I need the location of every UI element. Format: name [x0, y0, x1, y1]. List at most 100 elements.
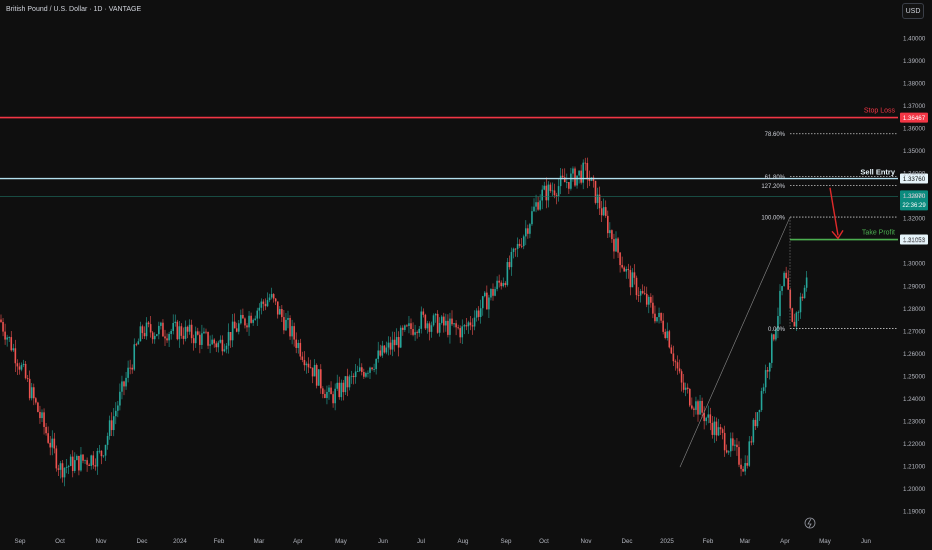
- candle-body: [600, 208, 603, 216]
- candle-body: [756, 412, 759, 427]
- bull-candle: [227, 323, 230, 354]
- bear-candle: [738, 441, 740, 468]
- bull-candle: [84, 459, 86, 464]
- fib-label: 0.00%: [768, 327, 786, 333]
- bull-candle: [467, 320, 470, 334]
- candle-body: [469, 322, 472, 326]
- bull-candle: [30, 383, 33, 401]
- candle-body: [568, 182, 570, 189]
- time-tick-label: Dec: [136, 538, 147, 545]
- bear-candle: [213, 338, 215, 348]
- candle-body: [184, 326, 187, 339]
- bear-candle: [518, 239, 521, 248]
- candle-body: [481, 296, 484, 309]
- time-tick-label: Nov: [95, 538, 107, 545]
- candle-body: [377, 350, 379, 359]
- price-tick-label: 1.30000: [903, 261, 926, 268]
- bear-candle: [262, 299, 265, 311]
- bull-candle: [350, 370, 353, 384]
- bear-candle: [0, 314, 2, 324]
- candle-body: [295, 339, 297, 348]
- candle-body: [805, 277, 808, 288]
- candle-body: [670, 347, 673, 354]
- bear-candle: [617, 237, 619, 258]
- price-tick-label: 1.32000: [903, 216, 926, 223]
- bear-candle: [53, 432, 56, 454]
- bull-candle: [775, 327, 777, 342]
- bear-candle: [221, 335, 224, 356]
- bull-candle: [510, 247, 513, 276]
- price-tick-label: 1.25000: [903, 373, 926, 380]
- candle-body: [426, 323, 429, 329]
- bear-candle: [164, 329, 166, 347]
- candle-body: [410, 323, 412, 330]
- bear-candle: [149, 316, 152, 338]
- candle-body: [153, 335, 156, 340]
- bear-candle: [242, 308, 244, 319]
- bull-candle: [582, 159, 584, 190]
- candle-body: [484, 292, 486, 297]
- candle-body: [162, 322, 164, 337]
- candle-body: [192, 338, 195, 344]
- candle-body: [45, 426, 47, 434]
- bull-candle: [449, 312, 451, 344]
- candle-body: [494, 289, 496, 296]
- candle-body: [387, 342, 390, 348]
- price-tick-label: 1.22000: [903, 441, 926, 448]
- bull-candle: [615, 231, 617, 253]
- bull-candle: [539, 194, 541, 211]
- candle-body: [217, 342, 220, 348]
- bear-candle: [315, 363, 318, 389]
- bear-candle: [604, 200, 607, 218]
- bull-candle: [291, 319, 293, 345]
- bear-candle: [740, 458, 742, 477]
- bull-candle: [6, 334, 8, 347]
- candle-body: [18, 366, 21, 370]
- currency-button[interactable]: USD: [902, 3, 924, 19]
- candle-body: [695, 401, 697, 410]
- candle-body: [715, 421, 718, 436]
- candle-body: [178, 326, 181, 340]
- bull-candle: [752, 418, 755, 445]
- candle-body: [432, 315, 435, 326]
- candle-body: [418, 328, 420, 334]
- candle-body: [440, 316, 443, 323]
- bull-candle: [279, 306, 281, 315]
- bear-candle: [701, 397, 703, 418]
- bear-candle: [389, 336, 392, 355]
- sell-arrow-head: [831, 229, 844, 240]
- candle-body: [285, 319, 287, 331]
- bear-candle: [26, 374, 29, 383]
- bear-candle: [147, 320, 150, 328]
- candle-body: [684, 387, 687, 390]
- take-profit-label: Take Profit: [862, 230, 895, 237]
- candle-body: [98, 450, 101, 452]
- candle-body: [424, 314, 427, 329]
- bull-candle: [254, 315, 256, 321]
- bull-candle: [203, 327, 205, 335]
- candle-body: [723, 432, 726, 451]
- bull-candle: [268, 293, 271, 303]
- candle-body: [346, 376, 349, 388]
- bear-candle: [182, 327, 185, 345]
- lightning-icon[interactable]: [804, 517, 816, 529]
- candle-body: [141, 326, 144, 334]
- candle-body: [736, 444, 738, 448]
- bear-candle: [88, 463, 90, 466]
- candle-body: [477, 310, 480, 317]
- bull-candle: [656, 317, 658, 323]
- candle-body: [465, 325, 468, 327]
- bull-candle: [194, 326, 197, 348]
- bear-candle: [303, 351, 306, 371]
- bear-candle: [447, 314, 449, 338]
- last-price-tag: [900, 190, 928, 211]
- candle-body: [350, 375, 353, 377]
- candle-body: [240, 314, 242, 324]
- candle-body: [734, 444, 736, 446]
- bear-candle: [293, 322, 295, 347]
- candle-body: [8, 337, 10, 338]
- candle-body: [771, 334, 773, 363]
- candle-body: [74, 460, 76, 472]
- bear-candle: [215, 341, 218, 352]
